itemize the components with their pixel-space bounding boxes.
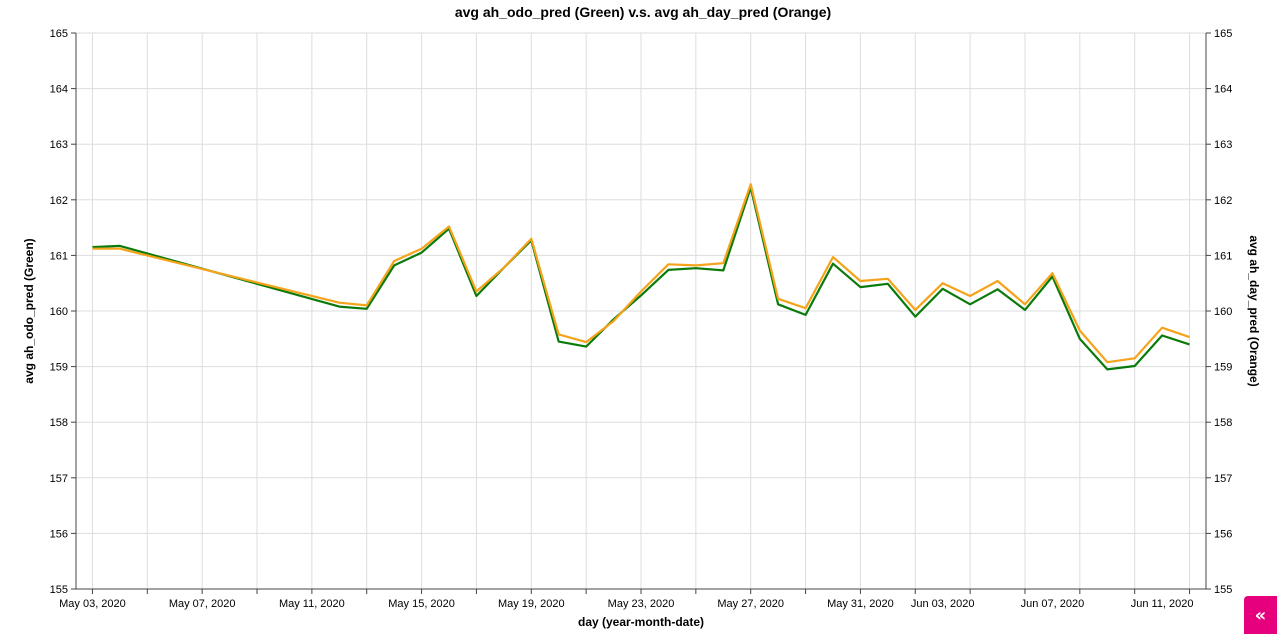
grid-layer [76,32,1206,590]
x-tick-label: May 19, 2020 [498,598,565,610]
y-tick-label-right: 163 [1214,139,1232,151]
y-tick-label-right: 155 [1214,584,1232,596]
y-tick-label-right: 165 [1214,28,1232,40]
x-axis-label: day (year-month-date) [578,615,704,629]
x-tick-label: May 15, 2020 [388,598,455,610]
x-tick-label: May 27, 2020 [717,598,784,610]
series-line-green [92,186,1190,371]
chart-title: avg ah_odo_pred (Green) v.s. avg ah_day_… [455,4,831,20]
x-tick-label: Jun 03, 2020 [911,598,975,610]
y-tick-label-left: 158 [50,417,68,429]
x-tick-label: May 23, 2020 [608,598,675,610]
series-line-orange [92,183,1190,364]
x-tick-label: May 11, 2020 [279,598,345,610]
x-tick-label: May 31, 2020 [827,598,894,610]
y-tick-label-right: 164 [1214,84,1232,96]
y-tick-label-left: 156 [50,528,68,540]
y-tick-label-right: 158 [1214,417,1232,429]
axes-layer [71,32,1211,594]
collapse-panel-button[interactable]: « [1244,596,1277,634]
y-axis-label-left: avg ah_odo_pred (Green) [22,238,36,383]
y-tick-label-right: 162 [1214,195,1232,207]
y-tick-label-left: 163 [50,139,68,151]
y-tick-label-left: 162 [50,195,68,207]
y-tick-label-left: 160 [50,306,68,318]
y-tick-label-right: 161 [1214,250,1232,262]
y-tick-label-left: 165 [50,28,68,40]
x-tick-label: May 03, 2020 [59,598,126,610]
y-tick-label-right: 159 [1214,362,1232,374]
y-tick-label-left: 155 [50,584,68,596]
y-tick-label-right: 156 [1214,528,1232,540]
x-tick-label: Jun 07, 2020 [1021,598,1085,610]
x-tick-label: Jun 11, 2020 [1131,598,1194,610]
y-tick-label-left: 164 [50,84,68,96]
y-tick-label-left: 159 [50,362,68,374]
labels-layer: 155 155 156 156 157 157 158 158 159 159 160 160 161 1… [50,28,1233,610]
x-tick-label: May 07, 2020 [169,598,236,610]
y-tick-label-right: 160 [1214,306,1232,318]
y-axis-label-right: avg ah_day_pred (Orange) [1247,235,1261,386]
y-tick-label-left: 161 [50,250,68,262]
y-tick-label-right: 157 [1214,473,1232,485]
y-tick-label-left: 157 [50,473,68,485]
series-layer [92,183,1190,371]
